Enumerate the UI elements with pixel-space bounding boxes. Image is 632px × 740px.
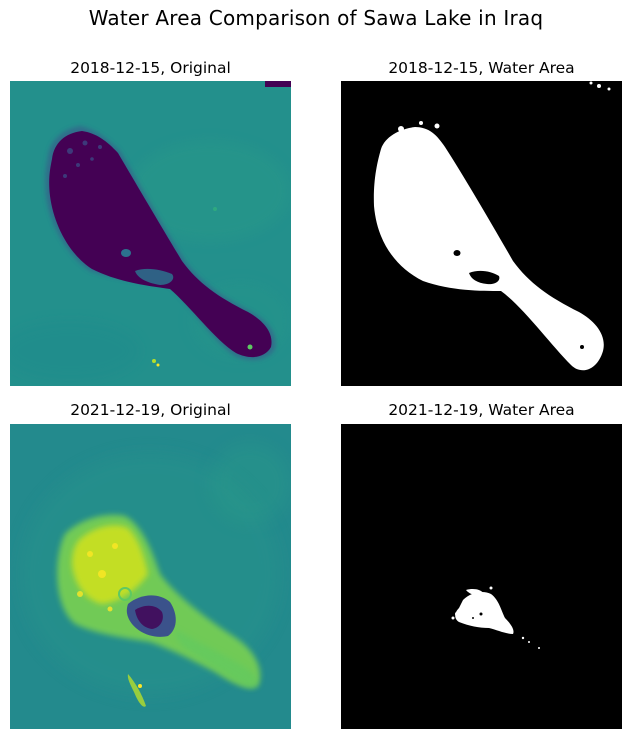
mask-2018-water <box>341 81 622 386</box>
image-2018-original <box>10 81 291 386</box>
image-2021-original <box>10 424 291 729</box>
panel-title-2018-original: 2018-12-15, Original <box>70 59 231 77</box>
mask-2021-water <box>341 424 622 729</box>
panel-title-2021-water: 2021-12-19, Water Area <box>388 401 575 419</box>
panel-title-2021-original: 2021-12-19, Original <box>70 401 231 419</box>
figure-title: Water Area Comparison of Sawa Lake in Ir… <box>88 6 544 30</box>
panel-title-2018-water: 2018-12-15, Water Area <box>388 59 575 77</box>
